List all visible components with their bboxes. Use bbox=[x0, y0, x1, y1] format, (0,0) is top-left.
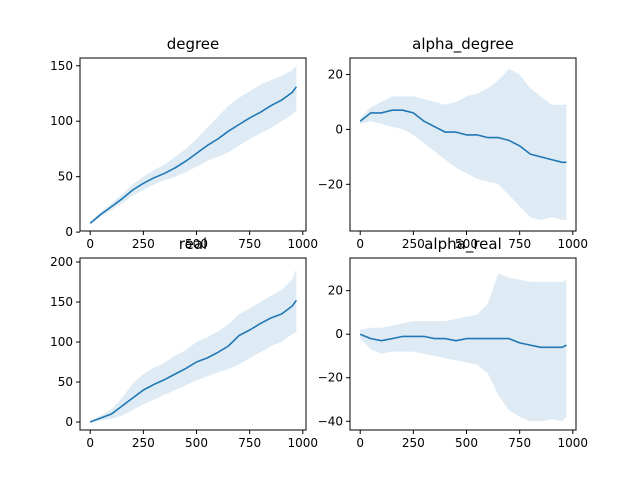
alpha-degree-title: alpha_degree bbox=[412, 35, 514, 54]
alpha-real-xtick-label: 250 bbox=[402, 436, 425, 450]
real-xtick-label: 0 bbox=[86, 436, 94, 450]
alpha-real-ytick-label: −20 bbox=[318, 371, 343, 385]
alpha-real-title: alpha_real bbox=[424, 235, 502, 254]
alpha-degree-xtick-label: 500 bbox=[455, 237, 478, 251]
alpha-degree-ytick-label: 0 bbox=[335, 122, 343, 136]
alpha-degree-xtick-label: 1000 bbox=[558, 237, 589, 251]
real-title: real bbox=[179, 235, 207, 253]
alpha-degree-axes-frame bbox=[349, 57, 577, 232]
alpha-real-ytick-label: 0 bbox=[335, 327, 343, 341]
degree-xtick-label: 500 bbox=[185, 237, 208, 251]
degree-mean-line bbox=[89, 86, 298, 224]
real-ytick-label: 0 bbox=[65, 415, 73, 429]
real-ytick-label: 50 bbox=[58, 375, 73, 389]
degree-ytick-label: 150 bbox=[50, 59, 73, 73]
alpha-real-xtick-label: 750 bbox=[508, 436, 531, 450]
real-ytick-label: 150 bbox=[50, 295, 73, 309]
subplot-alpha-degree: 0 250 500 750 1000 −20 0 20 alpha_degree bbox=[318, 35, 588, 251]
degree-ytick-label: 100 bbox=[50, 114, 73, 128]
real-ytick-label: 100 bbox=[50, 335, 73, 349]
alpha-degree-ytick-label: −20 bbox=[318, 177, 343, 191]
subplot-real: 0 250 500 750 1000 0 50 100 150 200 real bbox=[50, 235, 318, 450]
alpha-degree-mean-line bbox=[359, 109, 567, 164]
real-ytick-label: 200 bbox=[50, 255, 73, 269]
degree-xtick-label: 250 bbox=[132, 237, 155, 251]
alpha-real-band bbox=[360, 273, 567, 422]
real-band bbox=[90, 268, 297, 422]
alpha-degree-ytick-label: 20 bbox=[328, 67, 343, 81]
degree-ytick-label: 50 bbox=[58, 170, 73, 184]
real-xtick-label: 750 bbox=[238, 436, 261, 450]
alpha-degree-xtick-label: 250 bbox=[402, 237, 425, 251]
real-axes-frame bbox=[79, 257, 307, 431]
real-xtick-label: 1000 bbox=[288, 436, 319, 450]
real-xtick-label: 250 bbox=[132, 436, 155, 450]
degree-ytick-label: 0 bbox=[65, 225, 73, 239]
alpha-real-mean-line bbox=[359, 333, 567, 349]
alpha-real-xtick-label: 500 bbox=[455, 436, 478, 450]
alpha-real-axes-frame bbox=[349, 257, 577, 431]
degree-axes-frame bbox=[79, 57, 307, 232]
real-mean-line bbox=[89, 299, 298, 423]
subplot-alpha-real: 0 250 500 750 1000 −40 −20 0 20 alpha_real bbox=[318, 235, 588, 450]
alpha-real-xtick-label: 0 bbox=[356, 436, 364, 450]
alpha-real-xtick-label: 1000 bbox=[558, 436, 589, 450]
alpha-degree-band bbox=[360, 69, 567, 220]
subplot-degree: 0 250 500 750 1000 0 50 100 150 degree bbox=[50, 35, 318, 251]
alpha-degree-xtick-label: 0 bbox=[356, 237, 364, 251]
alpha-real-ytick-label: 20 bbox=[328, 284, 343, 298]
alpha-real-ytick-label: −40 bbox=[318, 414, 343, 428]
degree-xtick-label: 750 bbox=[238, 237, 261, 251]
degree-xtick-label: 0 bbox=[86, 237, 94, 251]
degree-xtick-label: 1000 bbox=[288, 237, 319, 251]
real-xtick-label: 500 bbox=[185, 436, 208, 450]
degree-title: degree bbox=[167, 35, 220, 53]
alpha-degree-xtick-label: 750 bbox=[508, 237, 531, 251]
